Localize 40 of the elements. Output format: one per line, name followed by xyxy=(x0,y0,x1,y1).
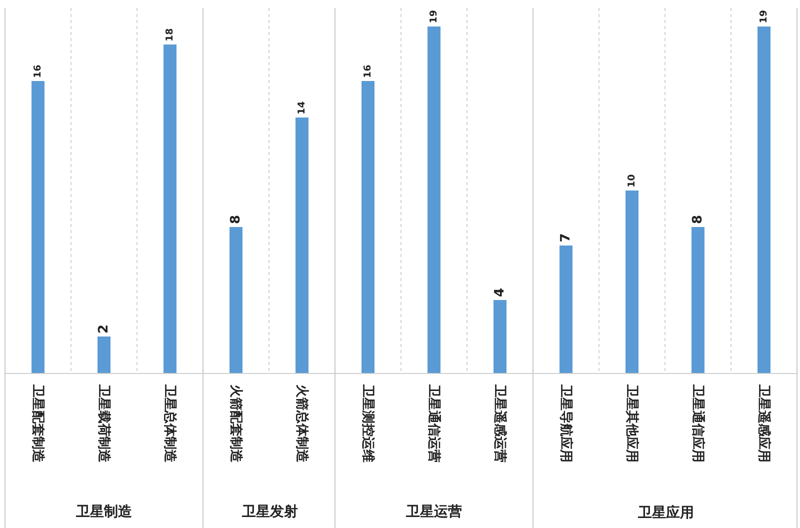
x-tick-label: 卫星遥感应用 xyxy=(756,384,772,463)
data-label: 4 xyxy=(492,288,508,297)
bar xyxy=(97,336,111,373)
bar xyxy=(757,26,771,373)
data-label: 10 xyxy=(626,174,638,188)
bar xyxy=(229,227,243,373)
data-label: 16 xyxy=(32,64,44,78)
data-label: 8 xyxy=(228,214,244,224)
bar xyxy=(295,118,309,373)
bar xyxy=(559,245,573,373)
x-tick-label: 卫星总体制造 xyxy=(162,384,178,464)
bar xyxy=(361,81,375,373)
data-label: 16 xyxy=(362,64,374,78)
bar xyxy=(691,227,705,373)
text: 卫星制造 xyxy=(75,504,133,520)
text: 卫星应用 xyxy=(637,504,694,521)
x-tick-label: 火箭总体制造 xyxy=(294,384,310,464)
x-tick-label: 火箭配套制造 xyxy=(228,384,243,464)
bar xyxy=(31,81,45,373)
bar xyxy=(163,44,177,373)
x-tick-label: 卫星通信运营 xyxy=(426,384,442,463)
x-tick-label: 卫星通信应用 xyxy=(690,384,706,463)
x-tick-label: 卫星载荷制造 xyxy=(96,384,112,464)
data-label: 8 xyxy=(690,214,706,224)
data-label: 14 xyxy=(296,100,308,114)
x-tick-label: 卫星配套制造 xyxy=(30,384,45,464)
x-tick-label: 卫星其他应用 xyxy=(624,384,640,463)
data-label: 7 xyxy=(558,233,574,242)
data-label: 19 xyxy=(428,10,440,24)
text: 卫星运营 xyxy=(405,504,462,520)
bar xyxy=(427,26,441,373)
data-label: 19 xyxy=(758,10,770,24)
data-label: 18 xyxy=(164,28,176,42)
text: 卫星发射 xyxy=(241,504,298,520)
data-label: 2 xyxy=(96,324,112,334)
bar xyxy=(625,190,639,373)
x-tick-label: 卫星测控运维 xyxy=(360,384,376,463)
x-tick-label: 卫星遥感运营 xyxy=(492,384,508,463)
bar xyxy=(493,300,507,373)
x-tick-label: 卫星导航应用 xyxy=(558,384,574,463)
